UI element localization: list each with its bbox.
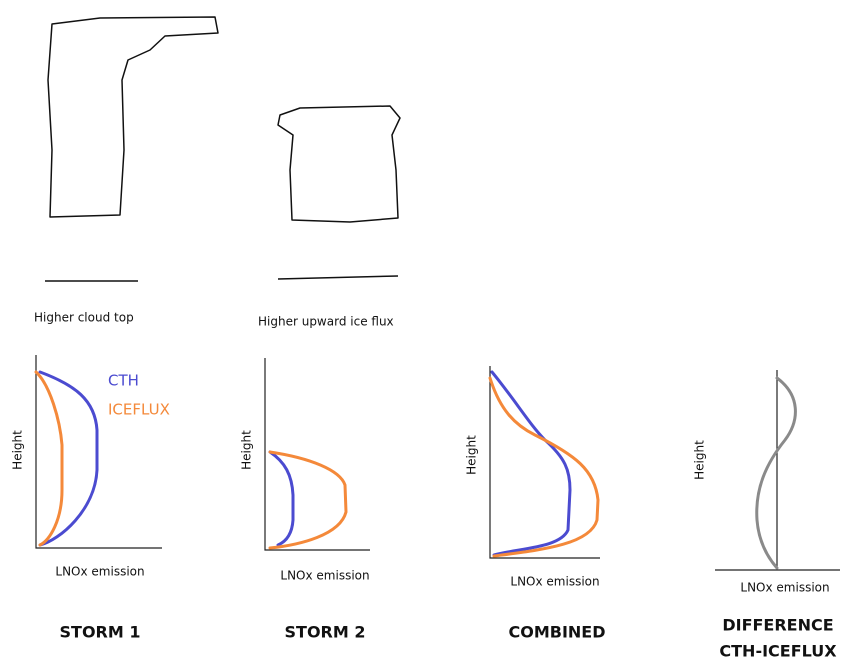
panel-title: STORM 2	[285, 623, 366, 642]
x-label: LNOx emission	[510, 575, 599, 589]
panel-title: STORM 1	[60, 623, 141, 642]
cth-curve	[40, 372, 97, 545]
cth-curve	[270, 452, 293, 545]
axes	[36, 355, 162, 548]
panel-title: CTH-ICEFLUX	[719, 642, 837, 661]
cloud-label: Higher cloud top	[34, 311, 134, 325]
iceflux-curve	[270, 452, 346, 548]
ground-line	[278, 276, 398, 279]
x-label: LNOx emission	[55, 565, 144, 579]
y-label: Height	[693, 440, 707, 480]
axes	[490, 366, 600, 558]
diagram: Higher cloud top Higher upward ice flux …	[0, 0, 843, 663]
panel-title: COMBINED	[508, 623, 605, 642]
cloud-outline	[278, 106, 400, 222]
legend-label: ICEFLUX	[108, 401, 170, 419]
cloud-outline	[48, 17, 218, 217]
iceflux-curve	[36, 372, 62, 545]
cth-curve	[492, 372, 570, 555]
x-label: LNOx emission	[280, 569, 369, 583]
iceflux-curve	[490, 378, 598, 556]
axes	[715, 370, 840, 570]
panel-title: DIFFERENCE	[722, 616, 833, 635]
y-label: Height	[240, 430, 254, 470]
difference-curve	[757, 378, 796, 568]
y-label: Height	[11, 430, 25, 470]
x-label: LNOx emission	[740, 581, 829, 595]
cloud-label: Higher upward ice flux	[258, 315, 394, 329]
y-label: Height	[465, 435, 479, 475]
legend-label: CTH	[108, 372, 139, 390]
